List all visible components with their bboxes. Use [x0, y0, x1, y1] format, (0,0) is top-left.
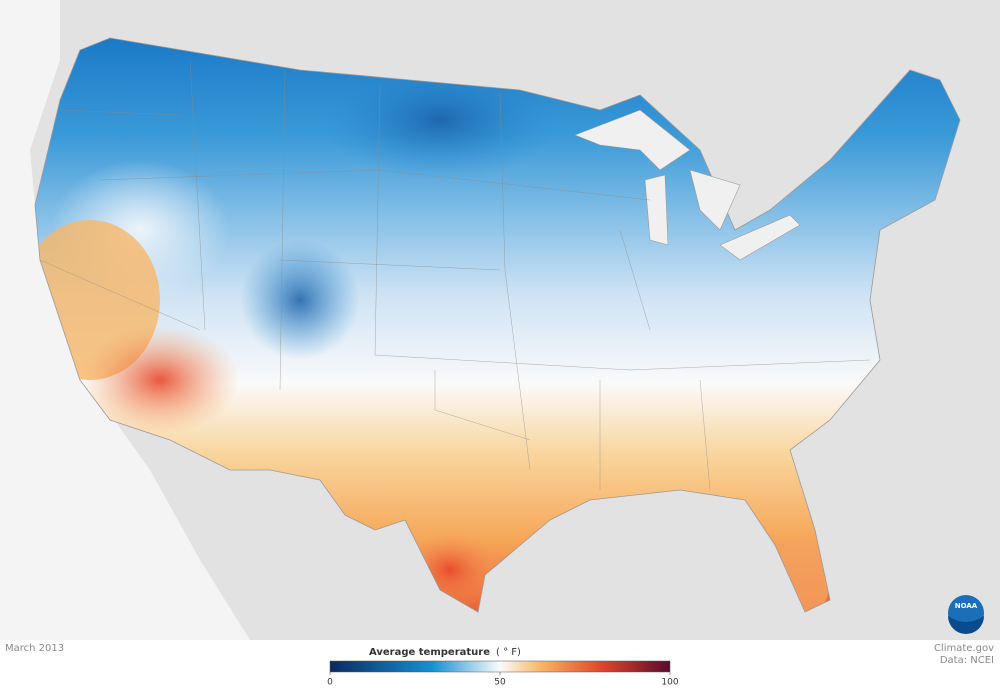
legend-title: Average temperature — [369, 647, 490, 658]
great-lakes — [574, 109, 801, 261]
scale-tick-label: 0 — [327, 678, 333, 688]
scale-tick-label: 50 — [494, 678, 506, 688]
data-credit: Data: NCEI — [940, 655, 994, 666]
logo-text: NOAA — [955, 602, 978, 610]
scale-tick-label: 100 — [661, 678, 678, 688]
color-scale — [329, 660, 671, 673]
state-borders — [39, 59, 871, 491]
noaa-logo-wave — [948, 616, 984, 634]
legend-unit: ( ° F) — [496, 647, 521, 658]
source-credit: Climate.gov — [934, 643, 994, 654]
date-label: March 2013 — [5, 643, 64, 654]
